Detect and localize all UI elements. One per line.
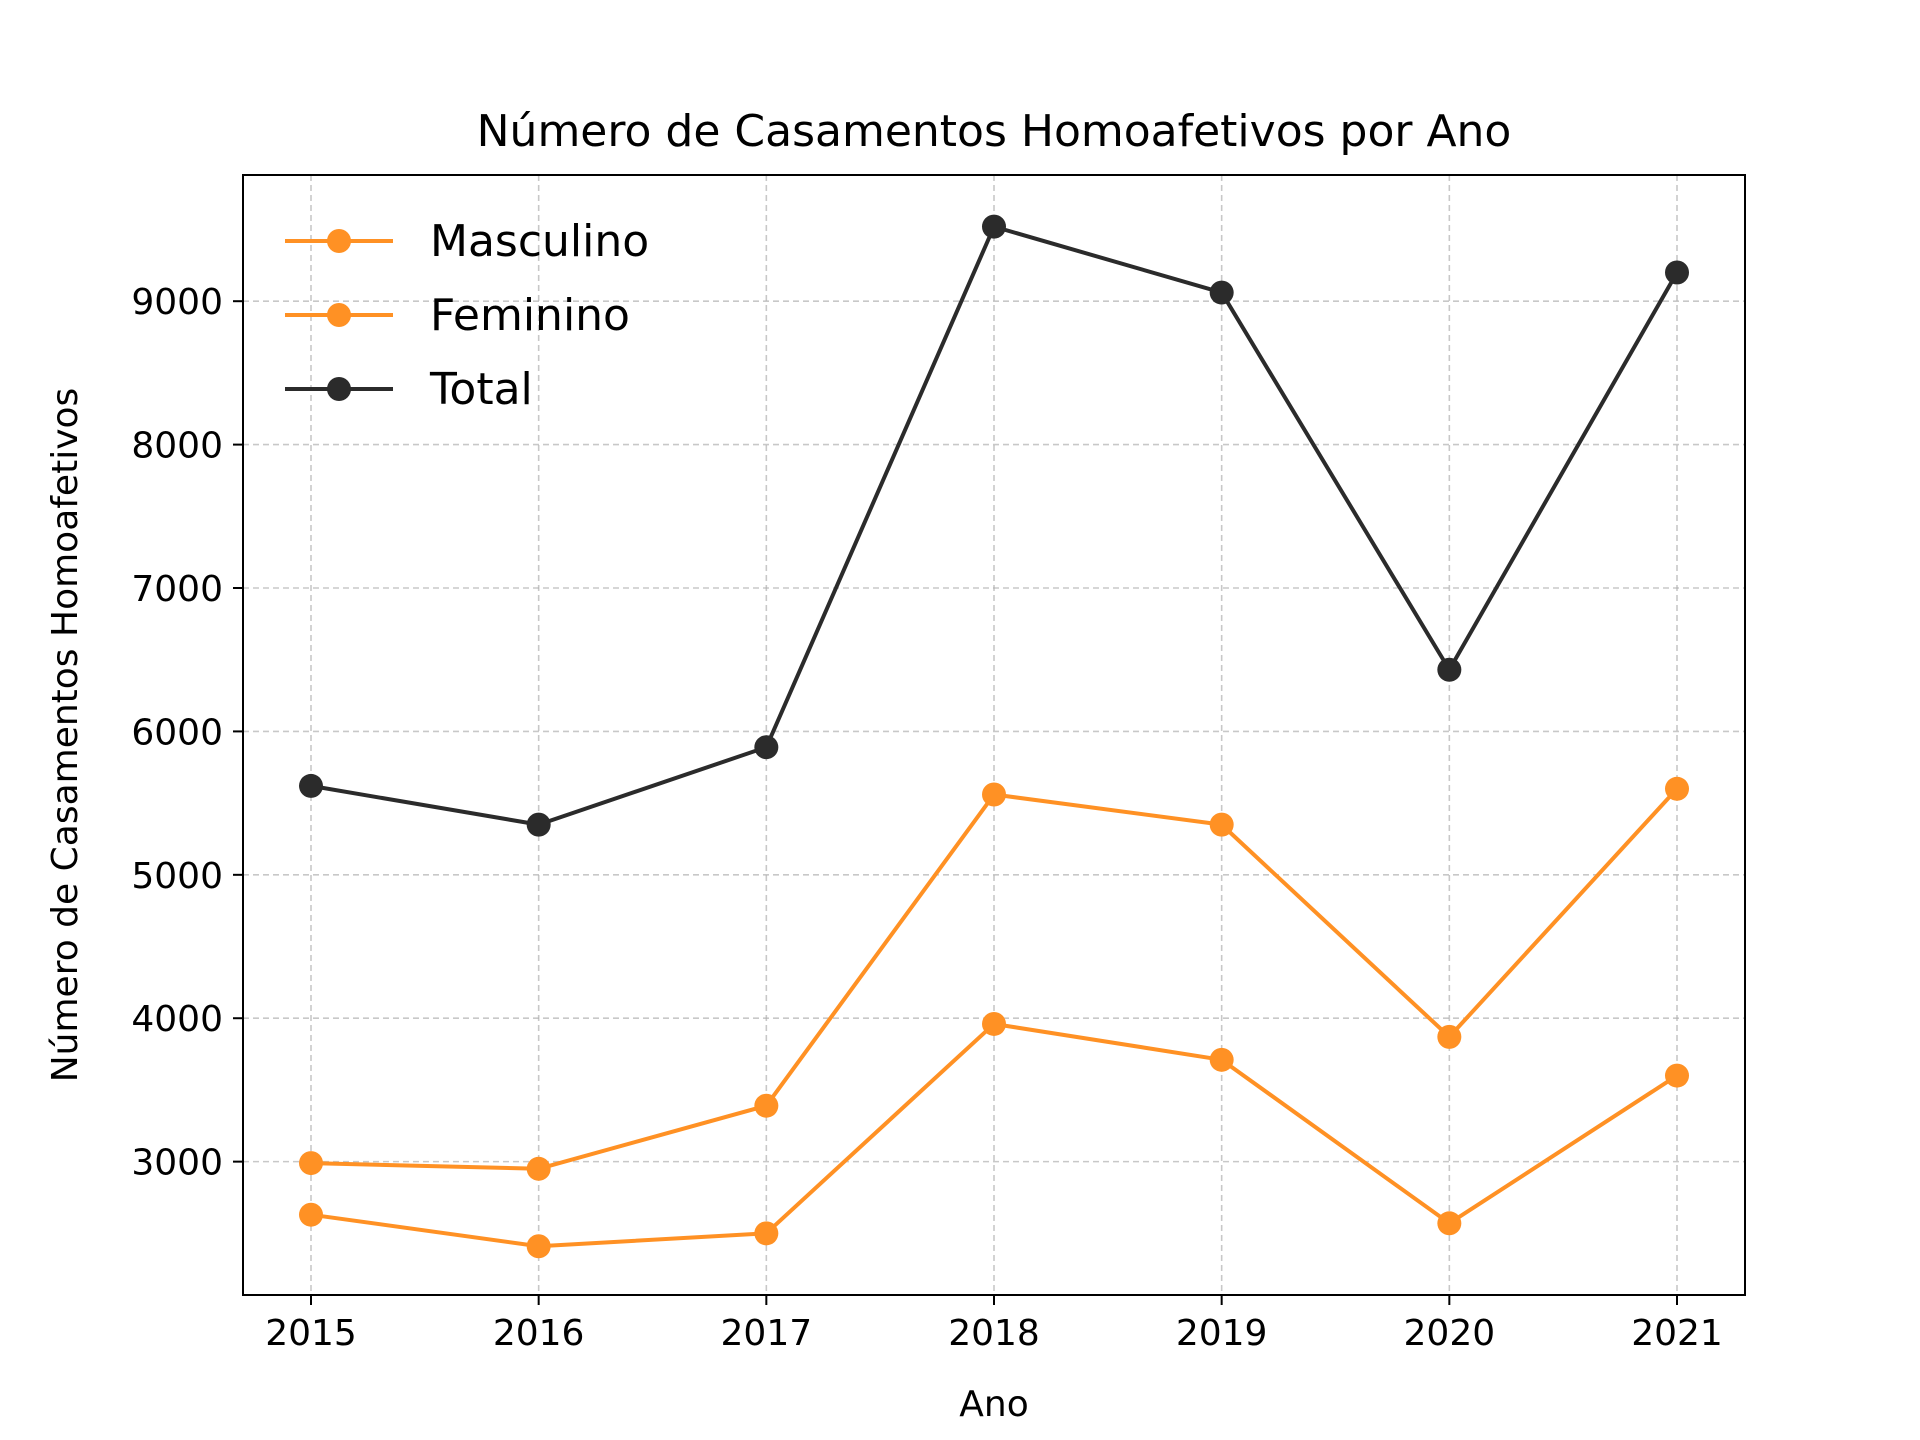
legend-swatch-marker [327, 303, 351, 327]
x-tick-label: 2021 [1631, 1313, 1723, 1354]
legend-item: Feminino [285, 290, 630, 341]
legend-swatch-marker [327, 229, 351, 253]
data-point [982, 1011, 1006, 1036]
chart-title: Número de Casamentos Homoafetivos por An… [477, 106, 1512, 157]
y-tick-label: 9000 [131, 282, 223, 323]
legend-label: Feminino [430, 290, 630, 341]
x-tick-label: 2018 [948, 1313, 1040, 1354]
series-total [299, 214, 1689, 837]
data-point [1209, 812, 1234, 837]
x-tick-label: 2017 [721, 1313, 813, 1354]
y-tick-label: 8000 [131, 426, 223, 467]
data-point [1437, 657, 1462, 682]
data-point [1665, 776, 1689, 801]
x-tick-label: 2019 [1176, 1313, 1268, 1354]
data-point [526, 812, 551, 837]
y-axis-label: Número de Casamentos Homoafetivos [45, 388, 86, 1083]
data-point [1209, 280, 1234, 305]
data-point [1209, 1047, 1234, 1072]
x-axis-label: Ano [959, 1384, 1028, 1425]
y-tick-label: 3000 [131, 1143, 223, 1184]
data-point [1665, 1063, 1689, 1088]
data-point [526, 1156, 551, 1181]
series-lines [299, 214, 1689, 1259]
y-axis-ticks: 3000 4000 5000 6000 7000 8000 9000 [131, 282, 243, 1184]
data-point [982, 782, 1006, 807]
data-point [299, 1151, 323, 1176]
x-tick-label: 2015 [265, 1313, 357, 1354]
data-point [754, 1221, 779, 1246]
data-point [982, 214, 1006, 239]
y-tick-label: 5000 [131, 856, 223, 897]
data-point [1437, 1211, 1462, 1236]
legend-item: Masculino [285, 216, 649, 267]
y-tick-label: 7000 [131, 569, 223, 610]
series-masculino [299, 776, 1689, 1181]
data-point [299, 773, 323, 798]
data-point [1437, 1024, 1462, 1049]
grid [243, 175, 1745, 1295]
legend-item: Total [285, 364, 533, 415]
x-tick-label: 2016 [493, 1313, 585, 1354]
y-tick-label: 6000 [131, 712, 223, 753]
data-point [754, 735, 779, 760]
legend-label: Total [429, 364, 533, 415]
legend-swatch-marker [327, 377, 351, 401]
data-point [526, 1234, 551, 1259]
data-point [299, 1202, 323, 1227]
data-point [1665, 260, 1689, 285]
x-axis-ticks: 2015 2016 2017 2018 2019 2020 2021 [265, 1295, 1723, 1354]
legend-label: Masculino [430, 216, 649, 267]
x-tick-label: 2020 [1404, 1313, 1496, 1354]
data-point [754, 1093, 779, 1118]
series-feminino [299, 1011, 1689, 1259]
legend: Masculino Feminino Total [285, 216, 649, 415]
y-tick-label: 4000 [131, 999, 223, 1040]
